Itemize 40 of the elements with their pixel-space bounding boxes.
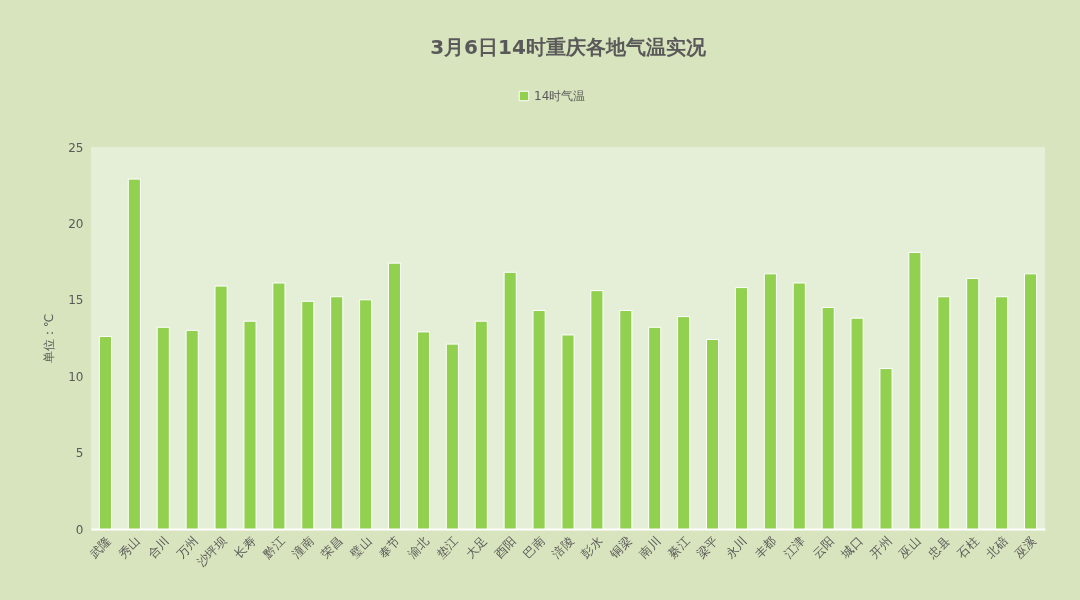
y-tick-label: 15 (68, 293, 84, 308)
x-tick-label: 丰都 (751, 534, 779, 561)
y-tick-label: 5 (75, 446, 84, 461)
x-tick-label: 铜梁 (606, 534, 635, 562)
x-tick-label: 酉阳 (491, 534, 519, 561)
x-tick-label: 奉节 (376, 534, 404, 561)
x-tick-label: 云阳 (809, 534, 837, 561)
x-tick-label: 巴南 (520, 534, 548, 561)
x-tick-label: 黔江 (259, 534, 288, 562)
x-tick-label: 合川 (144, 534, 172, 561)
x-tick-label: 城口 (838, 534, 866, 562)
x-tick-label: 永川 (723, 534, 750, 561)
x-tick-label: 巫溪 (1012, 534, 1040, 561)
x-tick-label: 长寿 (231, 534, 259, 561)
x-tick-label: 北碚 (983, 534, 1011, 561)
chart-title: 3月6日14时重庆各地气温实况 (430, 35, 707, 59)
x-tick-label: 石柱 (954, 534, 982, 561)
x-tick-label: 垫江 (433, 534, 461, 561)
x-tick-label: 忠县 (924, 534, 953, 562)
legend-label: 14时气温 (534, 89, 586, 103)
x-tick-label: 綦江 (665, 534, 693, 561)
x-tick-label: 璧山 (347, 534, 375, 561)
x-tick-label: 开州 (867, 534, 895, 561)
x-tick-label: 梁平 (694, 534, 722, 561)
x-tick-label: 潼南 (289, 534, 317, 561)
y-tick-label: 10 (68, 369, 84, 384)
x-tick-label: 武隆 (87, 534, 114, 561)
x-tick-label: 巫山 (896, 534, 924, 561)
x-tick-label: 江津 (780, 534, 808, 561)
x-tick-label: 南川 (636, 534, 664, 561)
x-tick-label: 荣昌 (318, 534, 346, 561)
x-tick-label: 秀山 (115, 534, 143, 561)
x-tick-label: 大足 (462, 534, 490, 561)
y-tick-label: 0 (75, 522, 84, 537)
y-tick-label: 20 (68, 216, 84, 231)
y-axis-title: 单位：℃ (42, 313, 57, 364)
y-tick-label: 25 (68, 140, 84, 155)
x-tick-label: 彭水 (578, 534, 606, 561)
x-tick-label: 渝北 (405, 534, 432, 561)
x-tick-label: 涪陵 (549, 534, 577, 561)
